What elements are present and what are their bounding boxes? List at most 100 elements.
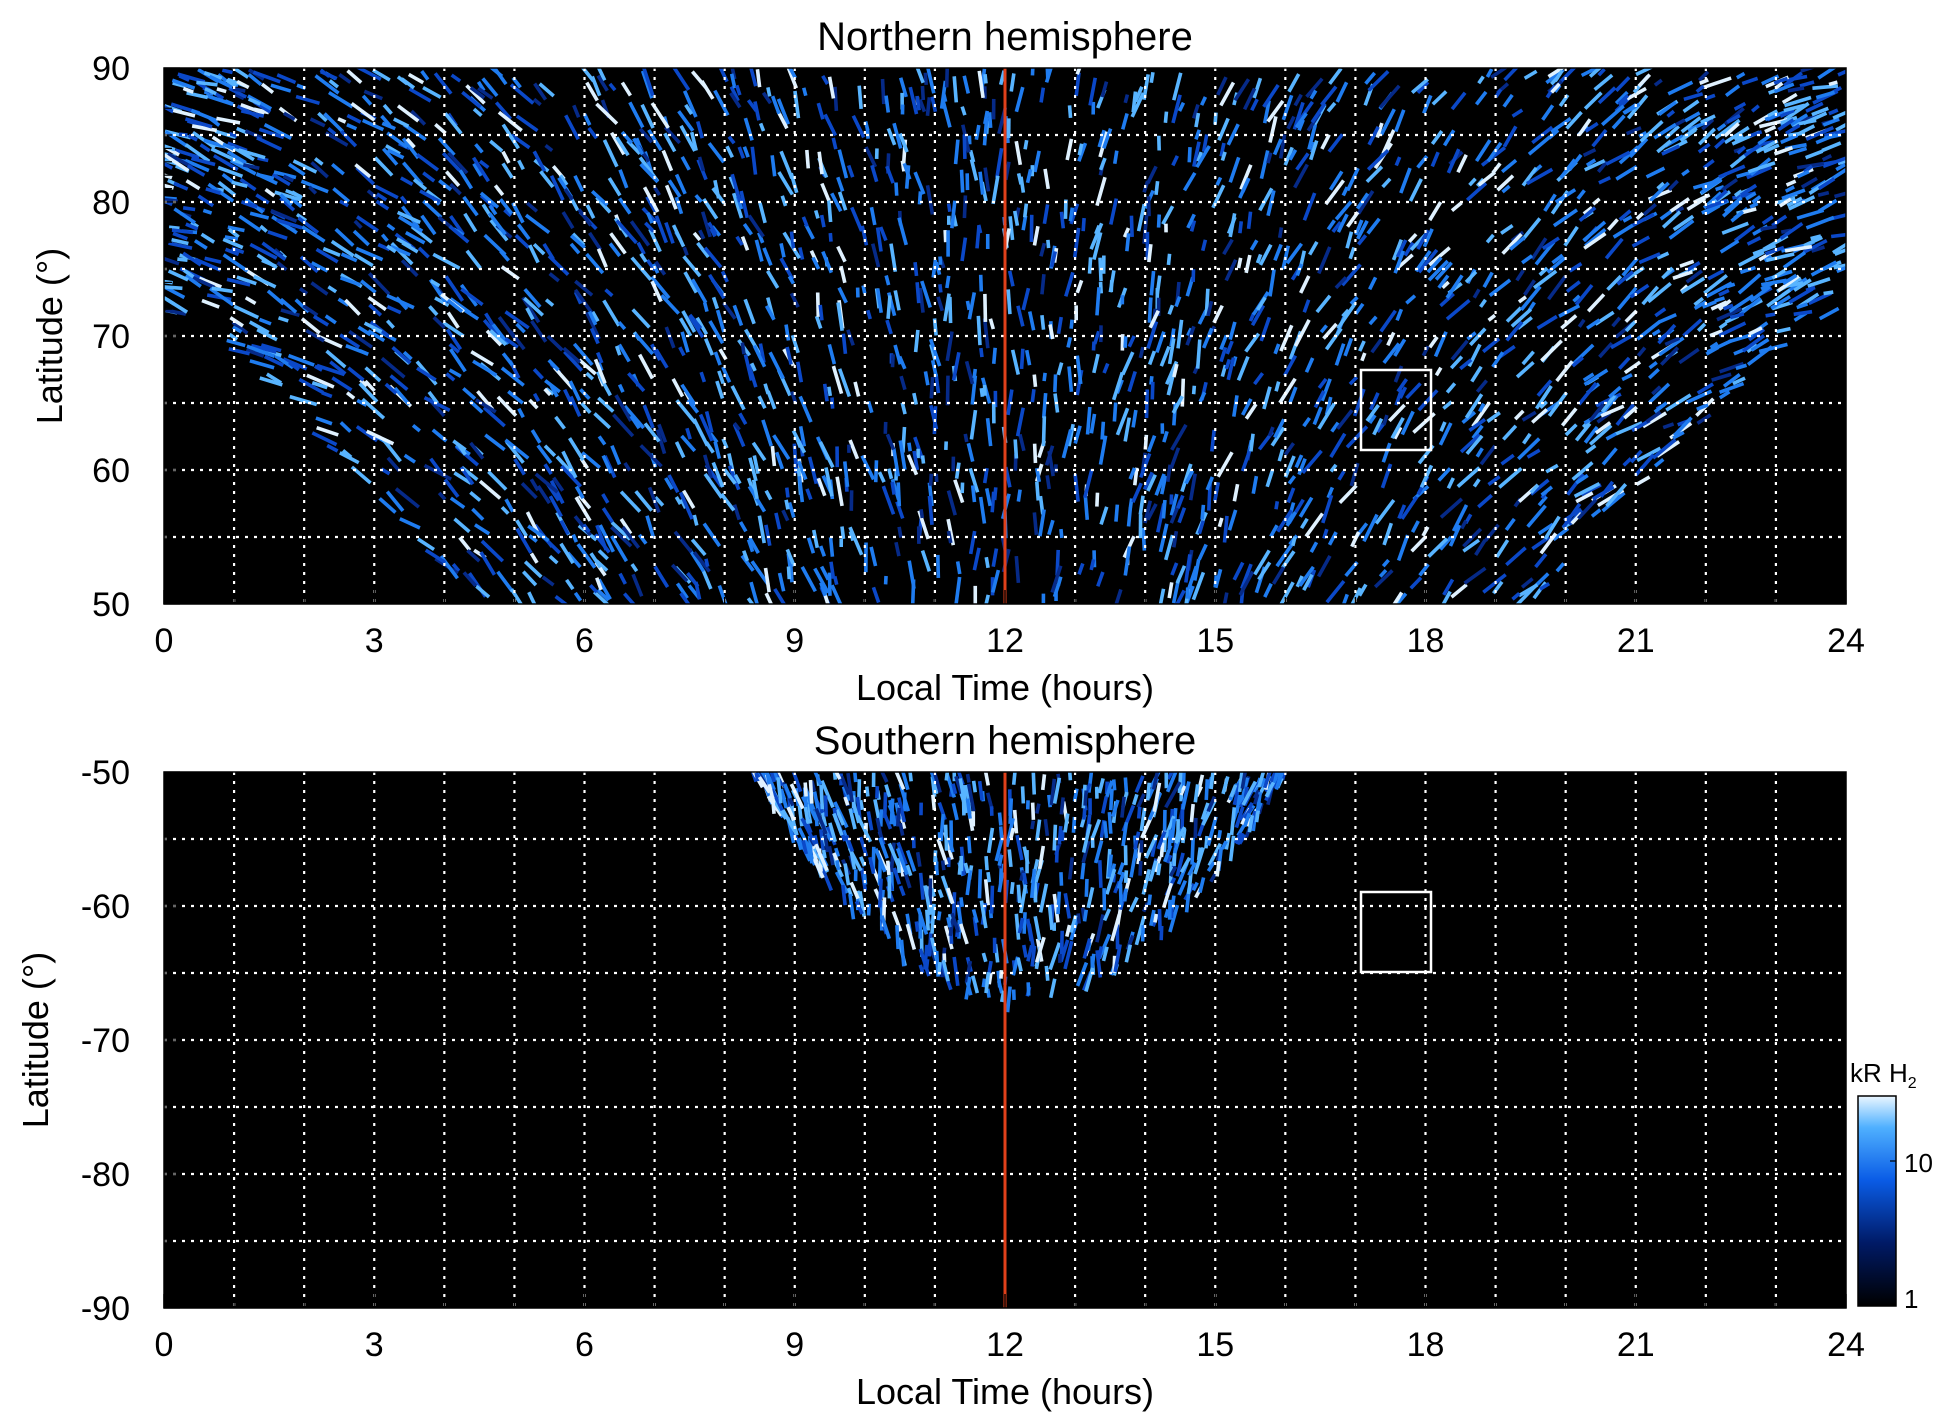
north-emission-streak <box>1471 424 1484 440</box>
north-emission-streak <box>1029 214 1034 242</box>
north-emission-streak <box>301 225 326 243</box>
north-emission-streak <box>1765 312 1776 318</box>
north-emission-streak <box>1403 241 1415 257</box>
north-emission-streak <box>1163 111 1169 123</box>
north-emission-streak <box>1685 269 1703 284</box>
north-emission-streak <box>250 343 277 354</box>
north-emission-streak <box>208 74 234 89</box>
south-emission-streak <box>808 779 814 804</box>
north-emission-streak <box>908 86 919 115</box>
north-emission-streak <box>1696 382 1715 395</box>
north-emission-streak <box>1697 70 1710 82</box>
north-emission-streak <box>711 461 725 488</box>
south-emission-streak <box>923 885 933 916</box>
north-emission-streak <box>1271 566 1286 585</box>
north-x-tick-label: 3 <box>365 622 384 660</box>
north-emission-streak <box>1468 417 1487 432</box>
south-emission-streak <box>1082 808 1087 820</box>
north-emission-streak <box>1022 203 1029 218</box>
north-emission-streak <box>496 395 518 417</box>
north-emission-streak <box>1729 154 1746 169</box>
north-emission-streak <box>484 433 506 452</box>
south-emission-streak <box>1123 870 1129 883</box>
north-emission-streak <box>1504 517 1516 532</box>
north-emission-streak <box>1188 473 1197 501</box>
north-emission-streak <box>1194 112 1201 128</box>
north-emission-streak <box>602 299 621 327</box>
north-emission-streak <box>1421 345 1430 357</box>
north-emission-streak <box>820 182 831 202</box>
north-emission-streak <box>1258 243 1273 266</box>
north-emission-streak <box>653 186 661 197</box>
north-emission-streak <box>1159 475 1168 495</box>
south-emission-streak <box>1052 893 1060 923</box>
south-emission-streak <box>852 772 858 783</box>
north-emission-streak <box>1761 215 1774 225</box>
north-emission-streak <box>1821 141 1842 153</box>
north-emission-streak <box>708 273 726 300</box>
north-emission-streak <box>991 569 1001 593</box>
north-emission-streak <box>1564 423 1578 437</box>
north-emission-streak <box>423 463 452 481</box>
south-emission-streak <box>1108 788 1114 811</box>
south-emission-streak <box>895 925 900 950</box>
north-emission-streak <box>207 182 235 203</box>
north-emission-streak <box>489 329 508 347</box>
north-emission-streak <box>430 279 441 288</box>
north-emission-streak <box>232 146 255 162</box>
north-emission-streak <box>1679 259 1695 268</box>
north-emission-streak <box>448 224 470 244</box>
south-emission-streak <box>822 829 830 853</box>
north-emission-streak <box>692 231 702 242</box>
north-emission-streak <box>1505 320 1524 342</box>
north-emission-streak <box>1541 104 1555 121</box>
north-emission-streak <box>1016 489 1022 502</box>
north-emission-streak <box>898 132 909 153</box>
north-emission-streak <box>1767 109 1779 118</box>
south-emission-streak <box>1140 925 1146 942</box>
north-emission-streak <box>569 234 587 250</box>
north-emission-streak <box>578 358 597 376</box>
north-emission-streak <box>992 487 998 501</box>
north-emission-streak <box>1697 142 1711 154</box>
north-emission-streak <box>1817 177 1836 191</box>
north-emission-streak <box>1065 138 1074 161</box>
south-emission-streak <box>950 912 960 933</box>
north-emission-streak <box>292 159 318 174</box>
north-x-tick-labels: 0 3 6 9 12 15 18 21 24 <box>155 622 1865 660</box>
north-emission-streak <box>1474 90 1488 106</box>
north-emission-streak <box>1598 342 1614 359</box>
north-emission-streak <box>1472 288 1481 299</box>
north-emission-streak <box>171 78 196 90</box>
north-emission-streak <box>1317 377 1328 390</box>
north-emission-streak <box>1529 483 1540 494</box>
north-emission-streak <box>1197 520 1205 535</box>
north-emission-streak <box>270 208 298 223</box>
north-emission-streak <box>171 228 194 235</box>
north-emission-streak <box>312 314 330 327</box>
north-emission-streak <box>790 391 798 404</box>
north-emission-streak <box>732 422 741 431</box>
north-emission-streak <box>553 366 575 390</box>
north-emission-streak <box>1582 220 1607 242</box>
north-emission-streak <box>1832 106 1846 120</box>
north-emission-streak <box>416 366 437 382</box>
north-emission-streak <box>912 450 920 471</box>
north-emission-streak <box>1686 260 1701 272</box>
north-emission-streak <box>1394 109 1406 133</box>
north-emission-streak <box>361 397 386 420</box>
north-emission-streak <box>375 199 390 211</box>
north-emission-streak <box>1277 227 1284 239</box>
north-emission-streak <box>1052 583 1061 598</box>
north-emission-streak <box>1409 576 1423 590</box>
north-emission-streak <box>682 489 696 509</box>
south-emission-streak <box>1156 830 1167 850</box>
north-emission-streak <box>740 342 746 355</box>
north-emission-streak <box>784 487 790 498</box>
south-emission-streak <box>998 863 1004 884</box>
south-emission-streak <box>1081 823 1092 853</box>
south-emission-streak <box>996 980 1004 994</box>
north-emission-streak <box>685 427 692 440</box>
north-emission-streak <box>831 365 844 395</box>
